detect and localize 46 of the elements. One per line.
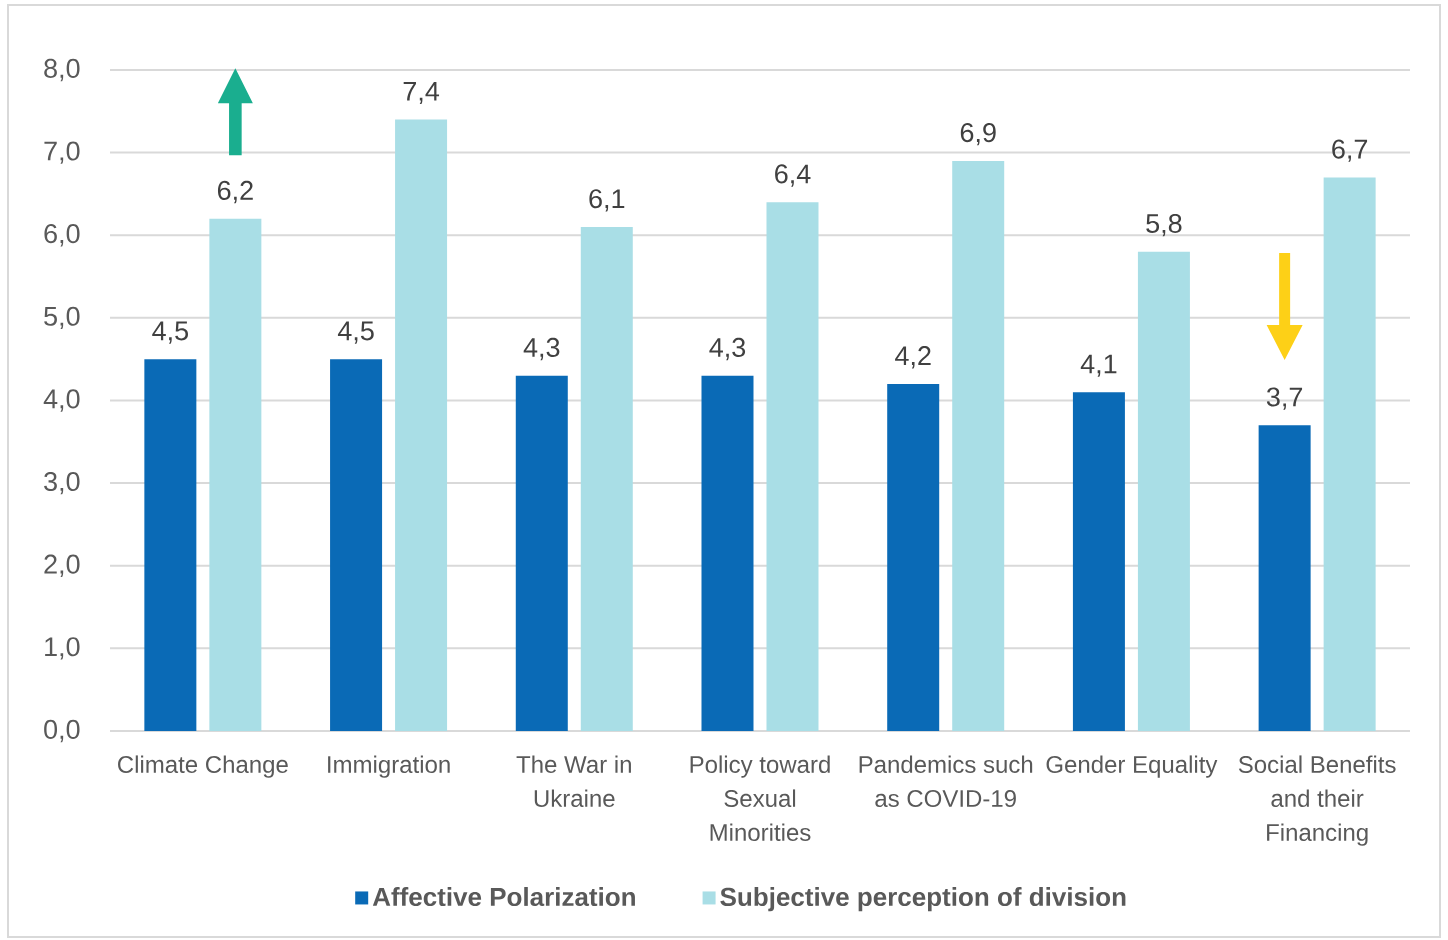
data-label: 4,1 [1080,354,1117,377]
y-tick-label: 3,0 [44,471,80,495]
bar [144,359,197,731]
data-label: 4,2 [895,346,931,369]
bar [1072,392,1125,731]
y-tick-label: 2,0 [44,554,80,577]
data-label: 6,9 [960,123,996,146]
bar [766,202,819,731]
bar [395,119,448,731]
data-label: 5,8 [1146,213,1182,237]
data-label: 3,7 [1266,387,1303,410]
bar [330,359,383,731]
data-label: 6,7 [1332,139,1368,162]
data-label: 6,1 [589,189,625,212]
y-tick-label: 0,0 [44,719,80,743]
y-tick-label: 1,0 [45,637,80,660]
y-tick-label: 8,0 [44,58,80,82]
x-tick-label: Policy toward Sexual Minorities [690,755,830,841]
legend-label: Subjective perception of division [720,887,1126,912]
data-label: 6,2 [217,180,253,204]
bar [887,383,940,731]
bar [580,226,633,731]
data-label: 4,3 [523,337,560,361]
y-tick-label: 4,0 [43,389,80,412]
x-tick-label: Pandemics such as COVID-19 [859,755,1033,807]
data-label: 6,4 [775,164,811,187]
bar [1258,425,1311,731]
x-tick-label: The War in Ukraine [516,755,631,807]
bar [952,160,1005,731]
y-tick-label: 5,0 [44,306,80,330]
bar [515,375,568,731]
data-label: 4,5 [337,321,374,344]
y-tick-label: 7,0 [44,141,80,164]
x-tick-label: Climate Change [118,755,288,778]
x-tick-label: Gender Equality [1046,755,1218,778]
bar [1137,251,1190,731]
y-tick-label: 6,0 [44,224,80,247]
x-tick-label: Social Benefits and their Financing [1238,755,1396,846]
data-label: 4,5 [152,321,188,344]
legend-label: Affective Polarization [372,887,635,907]
data-label: 4,3 [709,337,746,361]
bar [701,375,754,731]
x-tick-label: Immigration [328,755,450,778]
bar [1323,177,1376,731]
bar [209,218,262,731]
data-label: 7,4 [403,82,440,105]
